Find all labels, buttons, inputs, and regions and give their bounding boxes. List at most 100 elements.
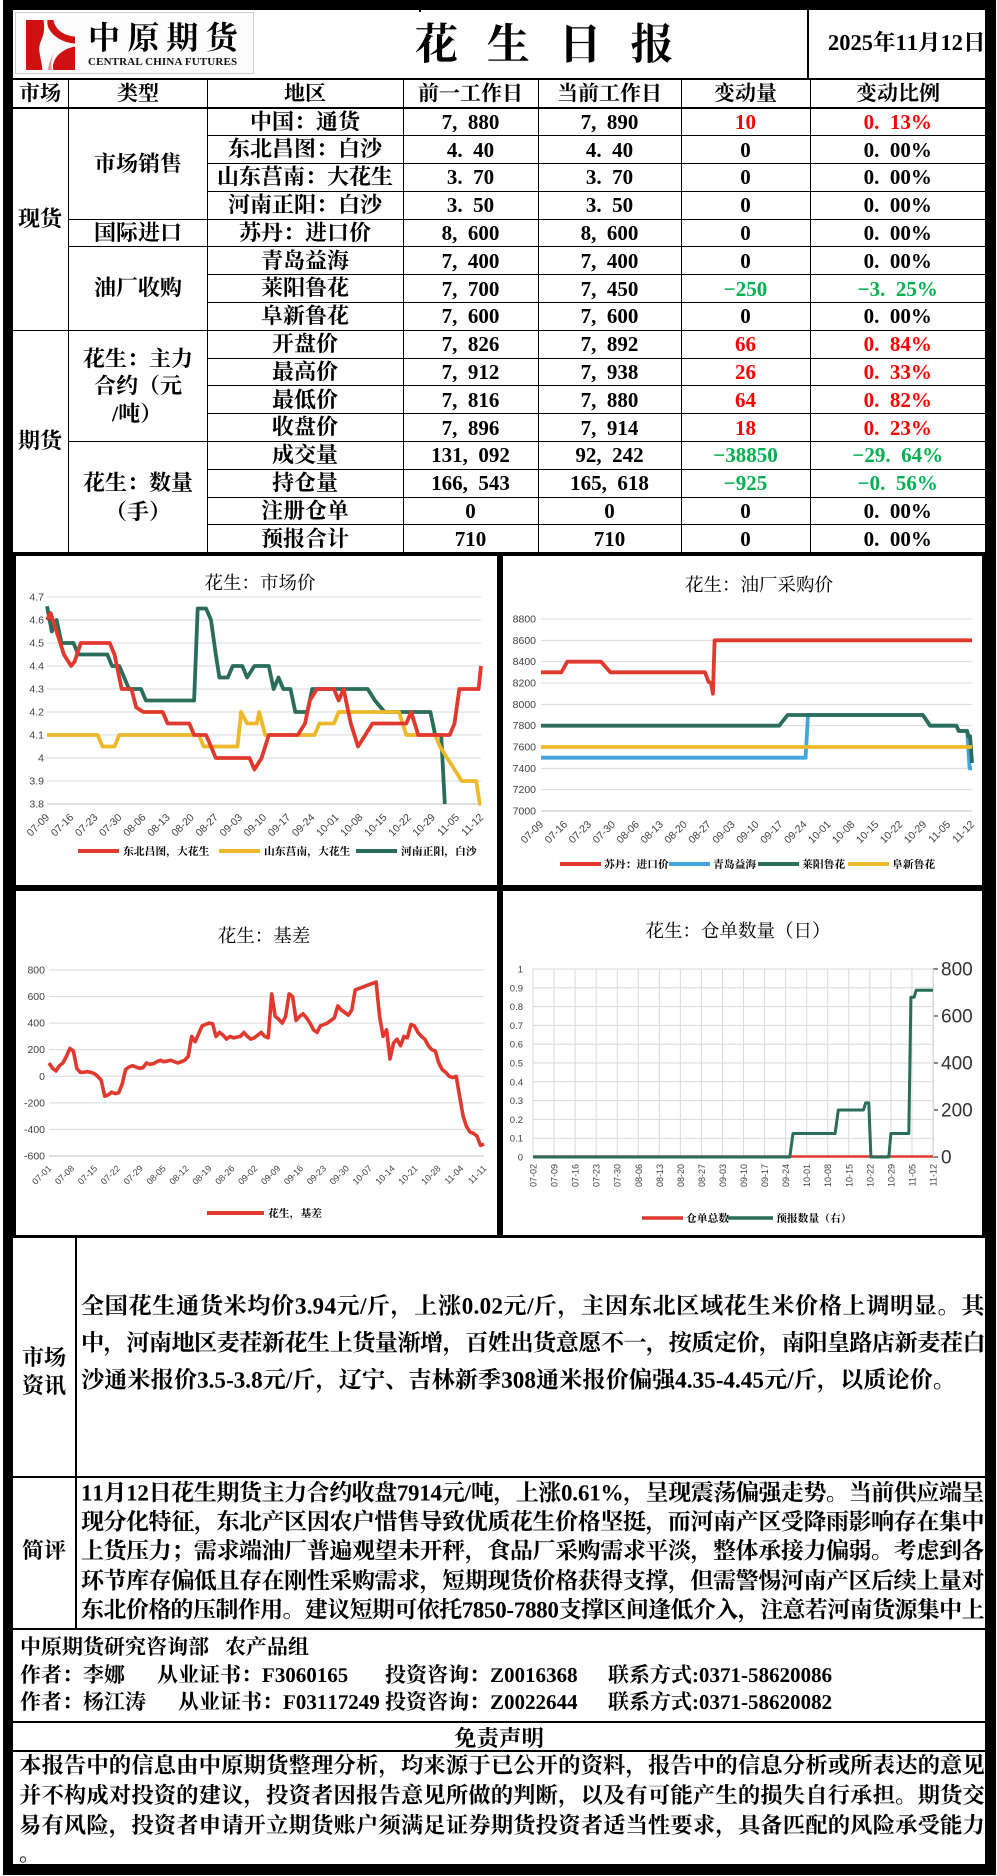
svg-text:4.6: 4.6 <box>29 615 44 627</box>
svg-text:10-07: 10-07 <box>351 1163 374 1186</box>
svg-text:11-12: 11-12 <box>459 812 486 839</box>
svg-text:7200: 7200 <box>513 784 537 796</box>
svg-text:07-15: 07-15 <box>76 1163 99 1186</box>
svg-text:0.2: 0.2 <box>510 1115 523 1126</box>
svg-text:8000: 8000 <box>513 699 537 711</box>
svg-text:10-14: 10-14 <box>373 1163 396 1186</box>
svg-text:09-09: 09-09 <box>259 1163 282 1186</box>
svg-text:8200: 8200 <box>513 678 537 690</box>
svg-text:08-05: 08-05 <box>145 1163 168 1186</box>
svg-text:10-01: 10-01 <box>806 819 834 847</box>
svg-text:11-12: 11-12 <box>929 1164 939 1186</box>
svg-text:10-28: 10-28 <box>419 1163 442 1186</box>
svg-text:07-09: 07-09 <box>519 819 547 847</box>
svg-text:200: 200 <box>941 1101 973 1122</box>
svg-text:09-24: 09-24 <box>782 819 810 847</box>
svg-text:0.9: 0.9 <box>510 983 523 994</box>
svg-text:09-03: 09-03 <box>718 1164 728 1187</box>
svg-text:07-01: 07-01 <box>30 1163 53 1186</box>
svg-text:8800: 8800 <box>513 614 537 626</box>
svg-text:09-10: 09-10 <box>739 1164 749 1187</box>
svg-text:10-01: 10-01 <box>802 1164 812 1187</box>
svg-text:0.1: 0.1 <box>510 1134 523 1145</box>
svg-text:0: 0 <box>39 1071 45 1083</box>
svg-text:08-20: 08-20 <box>169 812 197 840</box>
svg-text:4.5: 4.5 <box>29 638 44 650</box>
svg-text:07-08: 07-08 <box>53 1163 76 1186</box>
svg-text:8400: 8400 <box>513 656 537 668</box>
svg-text:08-26: 08-26 <box>213 1163 236 1186</box>
svg-text:3.9: 3.9 <box>29 776 44 788</box>
svg-text:09-17: 09-17 <box>758 819 786 847</box>
svg-text:07-30: 07-30 <box>613 1164 623 1187</box>
svg-text:3.8: 3.8 <box>29 799 44 811</box>
svg-text:07-29: 07-29 <box>122 1163 145 1186</box>
svg-text:400: 400 <box>27 1018 45 1030</box>
svg-text:07-16: 07-16 <box>49 812 77 840</box>
svg-text:10-22: 10-22 <box>865 1164 875 1187</box>
svg-text:0.4: 0.4 <box>510 1077 523 1088</box>
svg-text:07-22: 07-22 <box>99 1163 122 1186</box>
svg-text:09-02: 09-02 <box>236 1163 259 1186</box>
svg-text:08-20: 08-20 <box>662 819 690 847</box>
svg-text:11-11: 11-11 <box>466 1163 488 1185</box>
svg-text:4.4: 4.4 <box>29 661 44 673</box>
svg-text:11-05: 11-05 <box>926 819 953 846</box>
svg-text:09-03: 09-03 <box>218 812 246 840</box>
svg-text:800: 800 <box>941 960 973 981</box>
svg-text:0.6: 0.6 <box>510 1040 523 1051</box>
svg-text:11-05: 11-05 <box>435 812 462 839</box>
svg-text:11-04: 11-04 <box>443 1163 466 1186</box>
svg-text:08-19: 08-19 <box>190 1163 213 1186</box>
svg-text:10-15: 10-15 <box>844 1164 854 1187</box>
svg-text:-600: -600 <box>24 1151 45 1163</box>
svg-text:10-21: 10-21 <box>396 1163 419 1186</box>
svg-text:08-27: 08-27 <box>697 1164 707 1187</box>
svg-text:09-10: 09-10 <box>734 819 762 847</box>
svg-text:10-01: 10-01 <box>314 812 342 840</box>
svg-text:400: 400 <box>941 1054 973 1075</box>
svg-text:09-10: 09-10 <box>242 812 270 840</box>
svg-text:09-30: 09-30 <box>328 1163 351 1186</box>
svg-text:600: 600 <box>27 991 45 1003</box>
svg-text:0: 0 <box>941 1148 952 1169</box>
svg-text:10-29: 10-29 <box>886 1164 896 1187</box>
svg-text:10-22: 10-22 <box>878 819 906 847</box>
svg-text:08-27: 08-27 <box>686 819 714 847</box>
svg-text:09-16: 09-16 <box>282 1163 305 1186</box>
svg-text:0.3: 0.3 <box>510 1096 523 1107</box>
svg-text:08-06: 08-06 <box>634 1164 644 1187</box>
svg-text:08-13: 08-13 <box>145 812 173 840</box>
svg-text:08-06: 08-06 <box>614 819 642 847</box>
svg-text:4.7: 4.7 <box>29 592 44 604</box>
svg-text:07-30: 07-30 <box>590 819 618 847</box>
svg-text:07-09: 07-09 <box>550 1164 560 1187</box>
svg-text:07-23: 07-23 <box>567 819 595 847</box>
svg-text:07-02: 07-02 <box>529 1164 539 1187</box>
svg-text:08-13: 08-13 <box>638 819 666 847</box>
svg-text:4.2: 4.2 <box>29 707 44 719</box>
svg-text:07-23: 07-23 <box>592 1164 602 1187</box>
svg-text:10-15: 10-15 <box>854 819 882 847</box>
svg-text:10-08: 10-08 <box>823 1164 833 1187</box>
svg-text:09-03: 09-03 <box>710 819 738 847</box>
svg-text:4.1: 4.1 <box>29 730 44 742</box>
svg-text:08-27: 08-27 <box>193 812 221 840</box>
svg-text:0.5: 0.5 <box>510 1059 523 1070</box>
svg-text:10-22: 10-22 <box>386 812 414 840</box>
svg-text:07-16: 07-16 <box>571 1164 581 1187</box>
svg-text:10-29: 10-29 <box>410 812 438 840</box>
svg-text:7000: 7000 <box>513 806 537 818</box>
svg-text:08-20: 08-20 <box>676 1164 686 1187</box>
svg-text:-400: -400 <box>24 1124 45 1136</box>
svg-text:10-08: 10-08 <box>338 812 366 840</box>
svg-text:07-23: 07-23 <box>73 812 101 840</box>
svg-text:08-13: 08-13 <box>655 1164 665 1187</box>
svg-text:08-06: 08-06 <box>121 812 149 840</box>
svg-text:10-08: 10-08 <box>830 819 858 847</box>
svg-text:0.7: 0.7 <box>510 1021 523 1032</box>
svg-text:09-23: 09-23 <box>305 1163 328 1186</box>
svg-text:07-09: 07-09 <box>25 812 53 840</box>
svg-text:07-30: 07-30 <box>97 812 125 840</box>
svg-text:09-17: 09-17 <box>760 1164 770 1187</box>
